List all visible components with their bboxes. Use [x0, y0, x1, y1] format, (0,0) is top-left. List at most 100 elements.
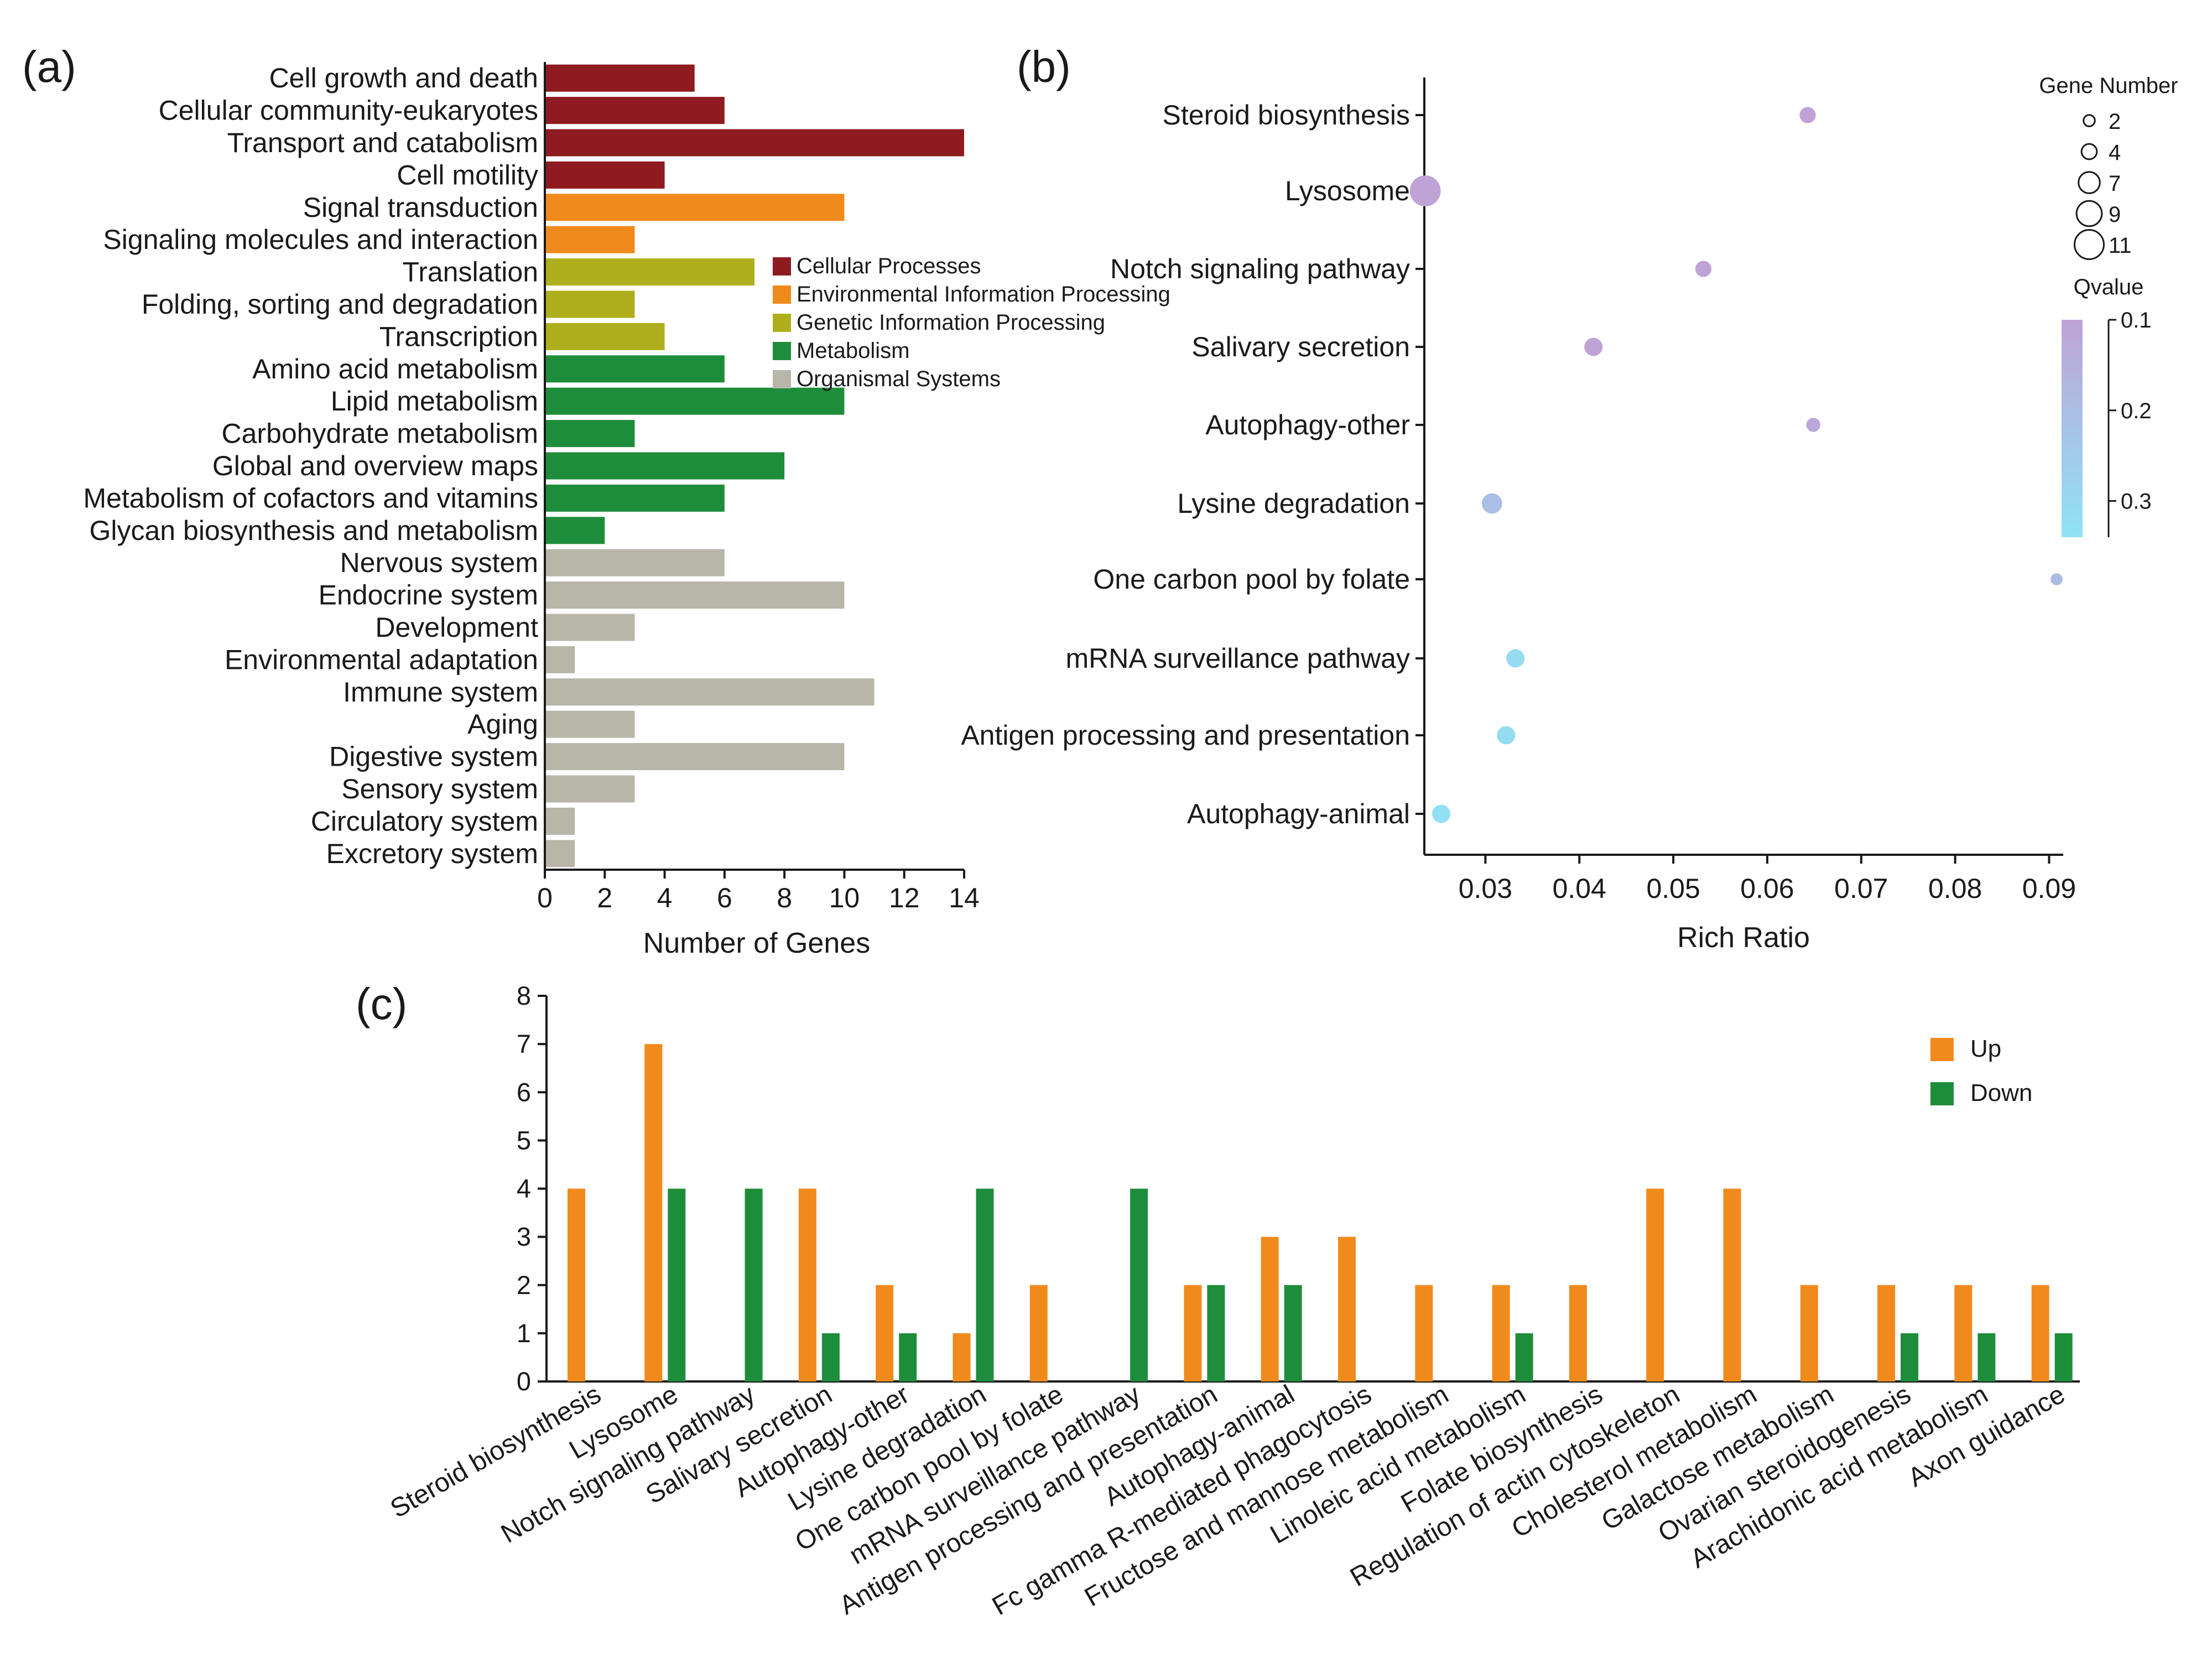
category-label-lysosome: Lysosome	[1285, 175, 1410, 206]
category-label-global-and-overview-maps: Global and overview maps	[212, 450, 538, 481]
bar-up-lysine-degradation	[953, 1333, 971, 1381]
panel-a-legend: Cellular Processes Environmental Informat…	[773, 254, 1170, 391]
legend-label-genetic-information-processing: Genetic Information Processing	[797, 310, 1105, 335]
bar-up-cholesterol-metabolism	[1723, 1188, 1741, 1381]
color-legend-title: Qvalue	[2074, 275, 2144, 299]
category-label-cellular-community-eukaryotes: Cellular community-eukaryotes	[159, 95, 538, 126]
legend-label-metabolism: Metabolism	[797, 339, 910, 363]
category-label-signal-transduction: Signal transduction	[303, 192, 538, 223]
category-label-salivary-secretion: Salivary secretion	[1191, 331, 1410, 362]
category-label-circulatory-system: Circulatory system	[311, 806, 538, 837]
bar-down-axon-guidance	[2054, 1333, 2073, 1381]
bar-circulatory-system	[545, 807, 575, 835]
category-label-endocrine-system: Endocrine system	[319, 580, 538, 611]
bar-down-lysosome	[668, 1188, 686, 1381]
point-autophagy-animal	[1432, 804, 1451, 823]
category-label-signaling-molecules-and-interaction: Signaling molecules and interaction	[103, 224, 538, 255]
category-label-immune-system: Immune system	[343, 677, 538, 708]
size-legend-label-11: 11	[2109, 233, 2132, 258]
category-label-cell-motility: Cell motility	[397, 159, 538, 190]
bar-down-mrna-surveillance-pathway	[1130, 1188, 1148, 1381]
bar-down-ovarian-steroidogenesis	[1901, 1333, 1919, 1381]
category-label-environmental-adaptation: Environmental adaptation	[225, 644, 538, 675]
bar-development	[545, 614, 635, 641]
category-label-sensory-system: Sensory system	[341, 773, 538, 804]
panel-a-x-axis-title: Number of Genes	[643, 927, 870, 959]
bar-up-regulation-of-actin-cytoskeleton	[1646, 1188, 1664, 1381]
bar-signaling-molecules-and-interaction	[545, 226, 635, 253]
x-tick-label-6: 6	[717, 882, 732, 913]
category-label-digestive-system: Digestive system	[329, 741, 538, 772]
size-legend-label-9: 9	[2109, 202, 2121, 227]
bar-sensory-system	[545, 775, 635, 803]
bar-up-one-carbon-pool-by-folate	[1029, 1285, 1048, 1381]
bar-immune-system	[545, 678, 875, 706]
legend-swatch-cellular-processes	[773, 257, 791, 276]
bar-up-steroid-biosynthesis	[568, 1188, 585, 1381]
category-label-excretory-system: Excretory system	[326, 838, 538, 869]
bar-up-fructose-and-mannose-metabolism	[1415, 1285, 1433, 1381]
size-legend-circle-2	[2083, 114, 2096, 127]
category-label-metabolism-of-cofactors-and-vitamins: Metabolism of cofactors and vitamins	[83, 482, 538, 513]
point-salivary-secretion	[1584, 337, 1603, 356]
point-mrna-surveillance-pathway	[1506, 649, 1525, 668]
x-tick-label-10: 10	[829, 882, 860, 913]
size-legend-circle-11	[2073, 228, 2105, 261]
category-label-lipid-metabolism: Lipid metabolism	[331, 386, 538, 417]
y-tick-label-1: 1	[517, 1318, 531, 1348]
size-legend-circle-7	[2078, 171, 2101, 194]
bar-down-autophagy-other	[899, 1333, 917, 1381]
point-lysosome	[1409, 175, 1441, 206]
point-steroid-biosynthesis	[1799, 107, 1816, 123]
x-tick-label-0: 0	[537, 882, 553, 913]
bar-up-salivary-secretion	[798, 1188, 816, 1381]
bar-up-ovarian-steroidogenesis	[1877, 1285, 1896, 1381]
x-tick-label-0.03: 0.03	[1459, 873, 1512, 904]
bar-global-and-overview-maps	[545, 452, 785, 480]
bar-glycan-biosynthesis-and-metabolism	[545, 517, 605, 544]
category-label-antigen-processing-and-presentation: Antigen processing and presentation	[961, 720, 1410, 751]
y-tick-label-0: 0	[517, 1367, 531, 1396]
x-tick-label-0.07: 0.07	[1834, 873, 1888, 904]
point-autophagy-other	[1806, 418, 1820, 432]
bar-signal-transduction	[545, 194, 845, 221]
category-label-glycan-biosynthesis-and-metabolism: Glycan biosynthesis and metabolism	[90, 515, 539, 546]
bar-down-notch-signaling-pathway	[745, 1188, 763, 1381]
bar-transcription	[545, 323, 665, 350]
bar-up-fc-gamma-r-mediated-phagocytosis	[1338, 1237, 1356, 1381]
point-notch-signaling-pathway	[1695, 261, 1712, 277]
legend-swatch-up	[1930, 1038, 1954, 1061]
bar-up-autophagy-animal	[1261, 1237, 1279, 1381]
size-legend-label-7: 7	[2109, 172, 2121, 196]
panel-b-x-axis-title: Rich Ratio	[1677, 922, 1810, 954]
bar-down-salivary-secretion	[821, 1333, 840, 1381]
size-legend-circle-9	[2075, 200, 2103, 227]
x-tick-label-0.05: 0.05	[1646, 873, 1700, 904]
x-tick-label-8: 8	[777, 882, 792, 913]
legend-swatch-genetic-information-processing	[773, 314, 791, 332]
category-label-mrna-surveillance-pathway: mRNA surveillance pathway	[1066, 643, 1411, 674]
bar-metabolism-of-cofactors-and-vitamins	[545, 484, 725, 512]
panel-b-color-legend: Qvalue 0.1 0.2 0.3	[2062, 275, 2152, 537]
size-legend-circle-4	[2080, 143, 2098, 160]
legend-label-up: Up	[1970, 1035, 2001, 1062]
panel-b-size-legend: Gene Number 2 4 7 9 11	[2039, 74, 2178, 261]
bar-cellular-community-eukaryotes	[545, 97, 725, 124]
category-label-transport-and-catabolism: Transport and catabolism	[227, 127, 538, 158]
category-label-amino-acid-metabolism: Amino acid metabolism	[252, 354, 538, 385]
bar-folding-sorting-and-degradation	[545, 290, 635, 318]
bar-up-arachidonic-acid-metabolism	[1954, 1285, 1972, 1381]
bar-environmental-adaptation	[545, 646, 575, 673]
category-label-carbohydrate-metabolism: Carbohydrate metabolism	[222, 418, 539, 449]
bar-cell-growth-and-death	[545, 64, 695, 92]
panel-b-label: (b)	[1017, 42, 1071, 91]
category-label-development: Development	[375, 612, 538, 643]
category-label-autophagy-animal: Autophagy-animal	[1187, 798, 1410, 829]
bar-down-lysine-degradation	[976, 1188, 994, 1381]
legend-swatch-down	[1930, 1082, 1954, 1105]
y-tick-label-4: 4	[517, 1174, 531, 1203]
y-tick-label-3: 3	[517, 1222, 531, 1251]
color-tick-label-0.1: 0.1	[2121, 308, 2152, 333]
